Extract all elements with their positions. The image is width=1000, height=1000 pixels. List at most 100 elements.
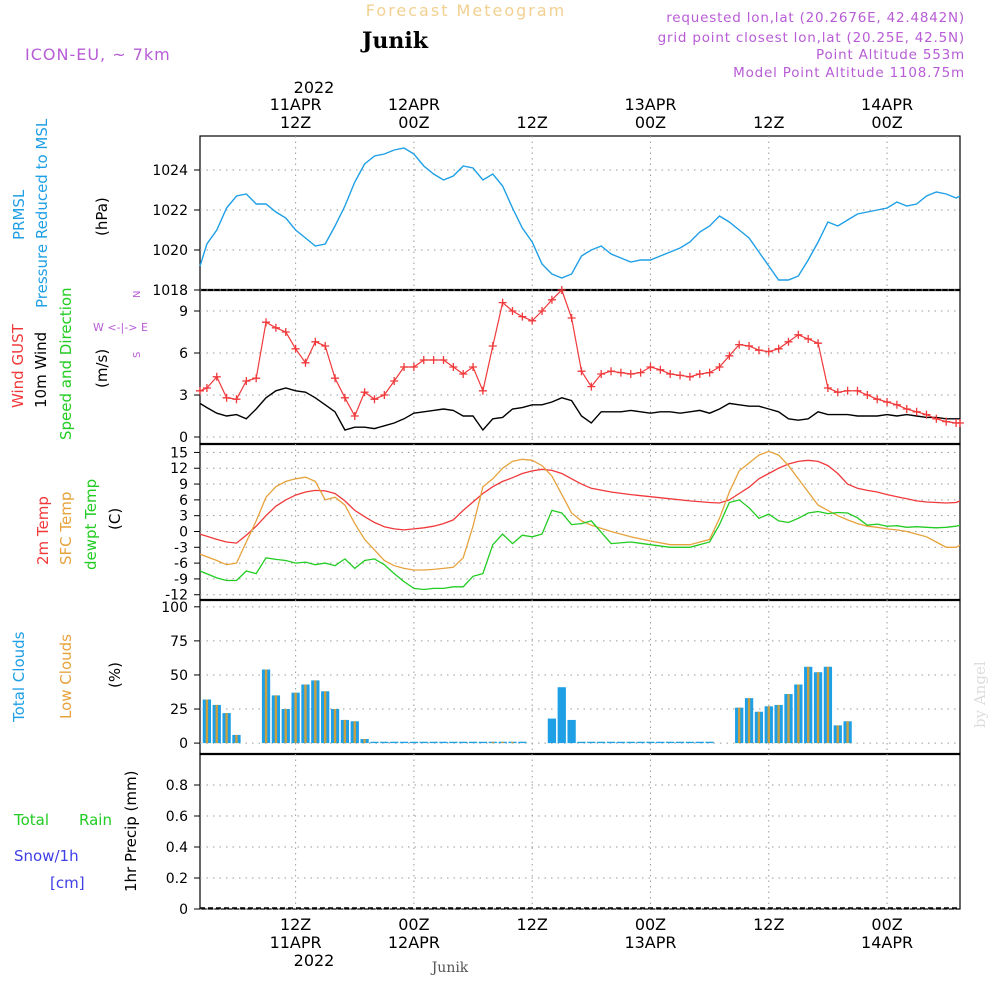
total-cloud-bar: [685, 741, 695, 744]
y-tick-label: 1020: [152, 243, 188, 259]
top-tick-hour: 12Z: [280, 113, 311, 132]
snow-unit: [cm]: [50, 874, 85, 892]
low-cloud-bar: [324, 691, 327, 744]
low-clouds-label: Low Clouds: [57, 634, 75, 719]
gust-marker: [281, 328, 290, 336]
rain-label: Rain: [79, 811, 112, 829]
gust-marker: [350, 412, 359, 420]
low-cloud-bar: [767, 706, 770, 744]
y-tick-label: 3: [179, 509, 188, 525]
low-cloud-bar: [777, 704, 780, 744]
total-cloud-bar: [587, 741, 596, 744]
prmsl-label: PRMSL: [10, 189, 28, 240]
bottom-tick-date: 13APR: [624, 933, 676, 952]
low-cloud-bar: [738, 707, 741, 744]
gridpoint-coords: grid point closest lon,lat (20.25E, 42.5…: [658, 30, 965, 46]
snow-label: Snow/1h: [14, 847, 79, 865]
gust-marker: [271, 323, 280, 332]
total-label: Total: [13, 811, 49, 829]
total-cloud-bar: [606, 741, 616, 744]
bottom-tick-hour: 00Z: [635, 915, 666, 934]
bottom-tick-date: 12APR: [388, 933, 440, 952]
gust-marker: [469, 363, 478, 371]
total-cloud-bar: [449, 741, 458, 744]
total-cloud-bar: [577, 741, 586, 744]
clouds-unit: (%): [106, 662, 124, 688]
grid-lines: [200, 136, 960, 910]
y-tick-label: -12: [165, 588, 188, 604]
gust-marker: [626, 370, 635, 378]
gust-marker: [232, 395, 241, 404]
gust-marker: [567, 314, 576, 322]
forecast-title: Forecast Meteogram: [366, 1, 566, 20]
gust-marker: [902, 405, 911, 413]
low-cloud-bar: [333, 709, 337, 744]
gust-marker: [597, 370, 606, 378]
low-cloud-bar: [491, 741, 494, 744]
gust-marker: [922, 410, 931, 419]
low-cloud-bar: [501, 741, 504, 744]
gust-marker: [735, 340, 744, 349]
gust-marker: [676, 371, 685, 380]
gust-marker: [932, 414, 941, 423]
low-cloud-bar: [757, 711, 761, 744]
gust-marker: [301, 358, 310, 367]
low-cloud-bar: [353, 721, 356, 744]
point-altitude: Point Altitude 553m: [816, 47, 965, 63]
gust-marker: [942, 417, 951, 426]
gust-marker: [873, 395, 882, 404]
gust-marker: [498, 298, 507, 307]
gust-marker: [419, 356, 428, 364]
gust-marker: [488, 342, 497, 350]
gust-marker: [705, 368, 714, 377]
low-cloud-bar: [826, 666, 830, 744]
total-cloud-bar: [636, 741, 645, 744]
y-axes: 10181020102210240369-12-9-6-303691215025…: [152, 163, 200, 918]
gust-marker: [449, 363, 458, 371]
total-cloud-bar: [459, 741, 468, 744]
y-tick-label: 0.6: [166, 809, 188, 825]
y-tick-label: 0.2: [166, 871, 188, 887]
bottom-tick-hour: 00Z: [398, 915, 429, 934]
gust-marker: [656, 365, 665, 374]
total-cloud-bar: [409, 741, 419, 744]
y-tick-label: 0: [179, 736, 188, 752]
low-cloud-bar: [747, 698, 751, 744]
total-cloud-bar: [390, 741, 399, 744]
y-tick-label: 1022: [152, 203, 188, 219]
requested-coords: requested lon,lat (20.2676E, 42.4842N): [666, 10, 965, 26]
gust-marker: [956, 419, 964, 427]
gust-marker: [646, 363, 655, 371]
low-cloud-bar: [797, 684, 800, 744]
y-tick-label: 1024: [152, 163, 188, 179]
gust-marker: [478, 386, 487, 395]
y-tick-label: -9: [174, 572, 188, 588]
gust-marker: [331, 374, 340, 383]
gust-marker: [685, 372, 694, 381]
gust-marker: [784, 337, 793, 346]
plot-marks: [196, 147, 964, 909]
bottom-tick-hour: 12Z: [753, 915, 784, 934]
y-tick-label: 9: [179, 477, 188, 493]
pressure-msl-label: Pressure Reduced to MSL: [33, 118, 51, 308]
total-cloud-bar: [695, 741, 704, 744]
y-tick-label: 0.8: [166, 778, 188, 794]
gust-marker: [695, 370, 704, 378]
gust-marker: [607, 367, 616, 376]
gust-marker: [774, 344, 783, 353]
temp-sfc-label: SFC Temp: [57, 492, 75, 565]
total-cloud-bar: [518, 741, 527, 744]
total-cloud-bar: [656, 741, 665, 744]
compass-n: N: [132, 291, 143, 298]
gust-marker: [508, 307, 517, 315]
gust-marker: [262, 318, 271, 327]
gust-marker: [518, 312, 527, 321]
low-cloud-bar: [205, 699, 209, 744]
total-cloud-bar: [597, 741, 606, 744]
wind-speed-label: Speed and Direction: [57, 287, 75, 440]
y-tick-label: 12: [170, 461, 188, 477]
wind-panel-frame: [199, 289, 961, 445]
y-tick-label: 1018: [152, 283, 188, 299]
low-cloud-bar: [846, 721, 849, 744]
